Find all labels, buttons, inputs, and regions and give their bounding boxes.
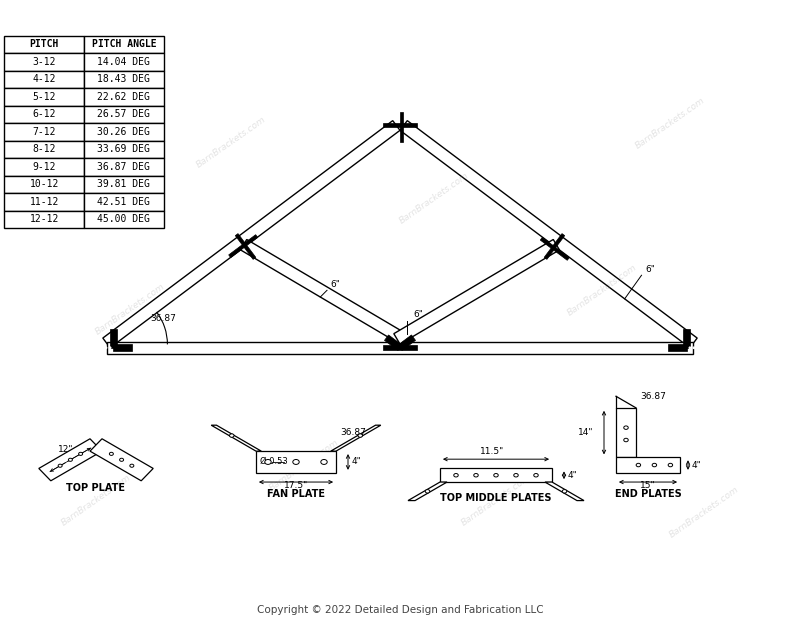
Circle shape [110, 452, 114, 455]
Circle shape [454, 473, 458, 477]
Polygon shape [229, 235, 258, 258]
Text: 36.87: 36.87 [340, 428, 366, 437]
Polygon shape [400, 121, 697, 348]
Circle shape [265, 460, 271, 465]
Text: BarnBrackets.com: BarnBrackets.com [566, 263, 638, 318]
Text: BarnBrackets.com: BarnBrackets.com [195, 115, 268, 169]
Text: 36.87: 36.87 [640, 392, 666, 400]
Circle shape [110, 347, 111, 349]
Text: BarnBrackets.com: BarnBrackets.com [667, 485, 741, 540]
Circle shape [97, 347, 98, 349]
Text: BarnBrackets.com: BarnBrackets.com [398, 171, 470, 225]
Text: FAN PLATE: FAN PLATE [267, 489, 325, 499]
Polygon shape [440, 468, 552, 482]
Circle shape [78, 452, 82, 455]
Polygon shape [540, 237, 570, 260]
Circle shape [358, 434, 362, 438]
Text: Ø 0.53: Ø 0.53 [260, 457, 288, 466]
Polygon shape [39, 439, 102, 481]
Text: BarnBrackets.com: BarnBrackets.com [94, 282, 166, 336]
Text: TOP PLATE: TOP PLATE [66, 483, 126, 493]
Polygon shape [544, 234, 565, 260]
Circle shape [693, 347, 694, 349]
Polygon shape [103, 121, 400, 348]
Circle shape [119, 459, 123, 462]
Circle shape [230, 434, 234, 438]
Text: 12": 12" [58, 446, 74, 454]
Text: BarnBrackets.com: BarnBrackets.com [267, 438, 341, 493]
Text: 4": 4" [568, 471, 578, 480]
Text: 4": 4" [352, 457, 362, 467]
Circle shape [106, 347, 107, 349]
Text: 6": 6" [414, 310, 423, 320]
Polygon shape [668, 344, 686, 352]
Polygon shape [545, 482, 584, 501]
Text: 6": 6" [645, 265, 654, 274]
Circle shape [293, 460, 299, 465]
Circle shape [534, 473, 538, 477]
Polygon shape [408, 482, 447, 501]
Polygon shape [385, 335, 402, 350]
Circle shape [321, 460, 327, 465]
Polygon shape [383, 124, 417, 127]
Text: TOP MIDDLE PLATES: TOP MIDDLE PLATES [440, 493, 552, 502]
Text: BarnBrackets.com: BarnBrackets.com [634, 96, 706, 151]
Polygon shape [616, 457, 680, 473]
Circle shape [494, 473, 498, 477]
Circle shape [474, 473, 478, 477]
Polygon shape [90, 439, 153, 481]
Circle shape [652, 464, 657, 467]
Circle shape [624, 438, 628, 442]
Circle shape [624, 426, 628, 430]
Circle shape [697, 347, 698, 349]
Polygon shape [241, 240, 406, 344]
Circle shape [689, 347, 690, 349]
Circle shape [69, 459, 73, 462]
Text: 14": 14" [578, 428, 594, 437]
Circle shape [636, 464, 641, 467]
Polygon shape [616, 408, 636, 457]
Circle shape [130, 464, 134, 467]
Polygon shape [256, 451, 336, 473]
Circle shape [668, 464, 673, 467]
Text: BarnBrackets.com: BarnBrackets.com [459, 473, 533, 528]
Polygon shape [106, 342, 694, 354]
Text: 15": 15" [640, 481, 656, 490]
Circle shape [514, 473, 518, 477]
Text: 36.87: 36.87 [150, 314, 177, 323]
Circle shape [702, 347, 703, 349]
Text: 17.5": 17.5" [284, 481, 308, 490]
Circle shape [426, 489, 430, 493]
Polygon shape [683, 329, 690, 348]
Circle shape [562, 489, 566, 493]
Polygon shape [211, 425, 262, 451]
Polygon shape [235, 234, 256, 260]
Text: END PLATES: END PLATES [614, 489, 682, 499]
Polygon shape [394, 240, 559, 344]
Text: 4": 4" [692, 460, 702, 470]
Polygon shape [330, 425, 381, 451]
Text: 6": 6" [330, 280, 340, 289]
Text: 11.5": 11.5" [480, 447, 504, 456]
Polygon shape [383, 345, 417, 350]
Polygon shape [400, 112, 403, 142]
Polygon shape [110, 329, 117, 348]
Circle shape [58, 464, 62, 467]
Polygon shape [398, 335, 415, 350]
Polygon shape [114, 344, 132, 352]
Text: Copyright © 2022 Detailed Design and Fabrication LLC: Copyright © 2022 Detailed Design and Fab… [257, 605, 543, 615]
Text: BarnBrackets.com: BarnBrackets.com [59, 473, 133, 528]
Circle shape [102, 347, 103, 349]
